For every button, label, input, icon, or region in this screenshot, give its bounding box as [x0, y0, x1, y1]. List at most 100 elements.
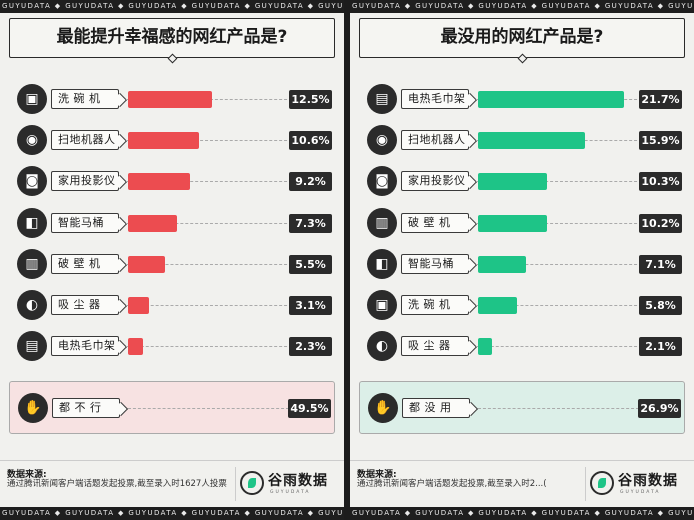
bar-value-label: 9.2%: [289, 172, 332, 192]
leader-line: [126, 346, 292, 348]
logo-sub: GUYUDATA: [270, 490, 311, 495]
bar: [128, 338, 144, 356]
source-text: 通过腾讯新闻客户端话题发起投票,截至录入时1627人投票: [7, 479, 227, 489]
bar-value-label: 10.6%: [289, 131, 332, 151]
guyu-logo-icon: [240, 471, 264, 495]
bar: [128, 297, 149, 314]
leader-line: [476, 305, 642, 306]
bar-label: 扫地机器人: [401, 130, 469, 151]
guyu-logo-icon: [590, 471, 614, 495]
bar-row: ▥ 破 壁 机 10.2%: [350, 204, 694, 242]
towel-rack-icon: ▤: [17, 331, 47, 362]
footer-divider: [235, 467, 236, 501]
footer-divider: [585, 467, 586, 501]
bar-label: 智能马桶: [401, 253, 469, 274]
bar: [478, 297, 518, 314]
bar-value-label: 10.3%: [639, 172, 682, 192]
bar: [128, 255, 165, 273]
bar-label: 破 壁 机: [51, 253, 119, 274]
summary-leader-line: [478, 408, 639, 409]
brand-strip-bottom: GUYUDATA ◆ GUYUDATA ◆ GUYUDATA ◆ GUYUDAT…: [350, 507, 694, 520]
logo-name: 谷雨数据: [268, 473, 328, 489]
bar-value-label: 2.1%: [639, 337, 682, 357]
blender-icon: ▥: [367, 207, 397, 238]
bar-label: 智能马桶: [51, 212, 119, 233]
chart-title: 最没用的网红产品是?: [359, 18, 685, 58]
bar-row: ◉ 扫地机器人 15.9%: [350, 121, 694, 159]
thumbs-down-icon: ✋: [368, 393, 398, 423]
bar-value-label: 21.7%: [639, 90, 682, 109]
bar-label: 吸 尘 器: [51, 295, 119, 315]
brand-strip-top: GUYUDATA ◆ GUYUDATA ◆ GUYUDATA ◆ GUYUDAT…: [0, 0, 344, 13]
leader-line: [126, 222, 292, 224]
bar-label: 扫地机器人: [51, 130, 119, 151]
chart-title: 最能提升幸福感的网红产品是?: [9, 18, 335, 58]
summary-box: ✋ 都 没 用 26.9%: [359, 381, 685, 434]
bar: [478, 132, 585, 150]
summary-label: 都 没 用: [402, 398, 470, 418]
footer: 数据来源: 通过腾讯新闻客户端话题发起投票,截至录入时2...( 谷雨数据 GU…: [350, 460, 694, 507]
leader-line: [126, 140, 292, 142]
bar-row: ▤ 电热毛巾架 2.3%: [0, 327, 344, 365]
source-title: 数据来源:: [7, 470, 47, 480]
bar-label: 电热毛巾架: [401, 89, 469, 109]
bar-row: ◧ 智能马桶 7.3%: [0, 204, 344, 242]
bar-row: ◉ 扫地机器人 10.6%: [0, 121, 344, 159]
bar-value-label: 3.1%: [289, 296, 332, 315]
vacuum-cleaner-icon: ◐: [17, 290, 47, 320]
leader-line: [476, 181, 642, 183]
bar-value-label: 7.1%: [639, 254, 682, 274]
robot-vacuum-icon: ◉: [17, 125, 47, 156]
logo-name: 谷雨数据: [618, 473, 678, 489]
bar-label: 吸 尘 器: [401, 336, 469, 357]
bar-value-label: 2.3%: [289, 337, 332, 357]
source-text: 通过腾讯新闻客户端话题发起投票,截至录入时2...(: [357, 479, 547, 489]
bar-row: ◙ 家用投影仪 10.3%: [350, 162, 694, 200]
logo-sub: GUYUDATA: [620, 490, 661, 495]
bar: [478, 214, 547, 232]
bar-value-label: 15.9%: [639, 131, 682, 151]
bar: [128, 91, 213, 108]
bar-label: 家用投影仪: [401, 171, 469, 192]
bar-value-label: 12.5%: [289, 90, 332, 109]
bar-row: ▤ 电热毛巾架 21.7%: [350, 80, 694, 118]
footer: 数据来源: 通过腾讯新闻客户端话题发起投票,截至录入时1627人投票 谷雨数据 …: [0, 460, 344, 507]
leader-line: [126, 263, 292, 265]
smart-toilet-icon: ◧: [17, 207, 47, 238]
summary-leader-line: [128, 408, 289, 409]
bar: [128, 214, 178, 232]
source-title: 数据来源:: [357, 470, 397, 480]
projector-icon: ◙: [17, 166, 47, 197]
dishwasher-icon: ▣: [17, 84, 47, 114]
bar: [128, 173, 190, 191]
brand-strip-top: GUYUDATA ◆ GUYUDATA ◆ GUYUDATA ◆ GUYUDAT…: [350, 0, 694, 13]
bar-value-label: 5.8%: [639, 296, 682, 315]
bar-row: ◧ 智能马桶 7.1%: [350, 245, 694, 283]
blender-icon: ▥: [17, 248, 47, 279]
chart-panel-left: GUYUDATA ◆ GUYUDATA ◆ GUYUDATA ◆ GUYUDAT…: [0, 0, 344, 520]
leader-line: [476, 263, 642, 265]
bar-label: 洗 碗 机: [51, 89, 119, 109]
summary-box: ✋ 都 不 行 49.5%: [9, 381, 335, 434]
bar: [478, 338, 493, 356]
bar-row: ◙ 家用投影仪 9.2%: [0, 162, 344, 200]
bar: [478, 255, 526, 273]
robot-vacuum-icon: ◉: [367, 125, 397, 156]
bar-value-label: 7.3%: [289, 213, 332, 233]
chart-panel-right: GUYUDATA ◆ GUYUDATA ◆ GUYUDATA ◆ GUYUDAT…: [350, 0, 694, 520]
bar-label: 破 壁 机: [401, 212, 469, 233]
bar-row: ▥ 破 壁 机 5.5%: [0, 245, 344, 283]
bar-row: ◐ 吸 尘 器 3.1%: [0, 286, 344, 324]
leader-line: [126, 181, 292, 183]
thumbs-down-icon: ✋: [18, 393, 48, 423]
bar-label: 洗 碗 机: [401, 295, 469, 315]
vacuum-cleaner-icon: ◐: [367, 331, 397, 362]
bar-value-label: 5.5%: [289, 254, 332, 274]
projector-icon: ◙: [367, 166, 397, 197]
brand-strip-bottom: GUYUDATA ◆ GUYUDATA ◆ GUYUDATA ◆ GUYUDAT…: [0, 507, 344, 520]
summary-value: 26.9%: [638, 399, 681, 418]
bar-value-label: 10.2%: [639, 213, 682, 233]
leader-line: [126, 305, 292, 306]
bar-row: ▣ 洗 碗 机 12.5%: [0, 80, 344, 118]
bar: [478, 91, 624, 108]
